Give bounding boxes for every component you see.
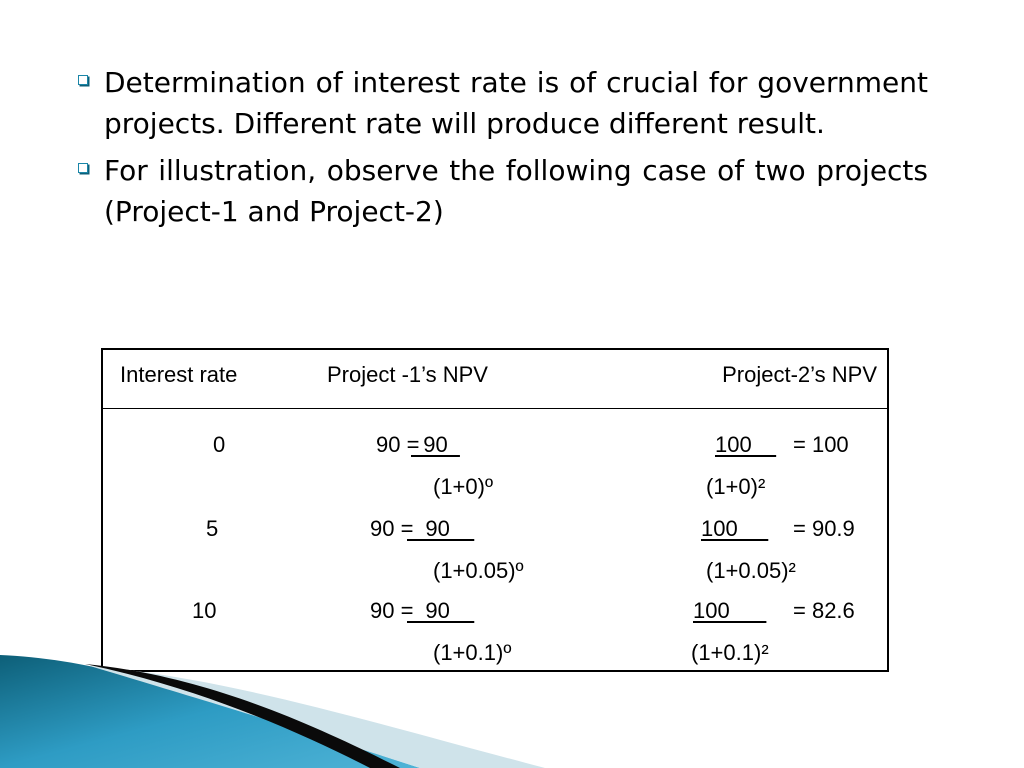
bullet-item: Determination of interest rate is of cru… — [72, 62, 928, 144]
rate-value: 10 — [192, 598, 217, 623]
project-1-lhs: 90 = — [370, 598, 420, 623]
project-1-denominator: (1+0)º — [433, 474, 494, 499]
project-1-numerator: 90 — [407, 598, 475, 623]
rate-value: 0 — [213, 432, 226, 457]
bullet-text: For illustration, observe the following … — [104, 154, 928, 228]
project-1-denominator: (1+0.05)º — [433, 558, 524, 583]
bullet-list: Determination of interest rate is of cru… — [72, 62, 928, 238]
project-2-result: = 100 — [793, 432, 849, 457]
project-1-lhs: 90 = — [370, 516, 420, 541]
header-project-1-npv: Project -1’s NPV — [327, 362, 488, 387]
header-divider — [103, 408, 887, 409]
npv-table: Interest rate Project -1’s NPV Project-2… — [101, 348, 889, 672]
project-2-result: = 90.9 — [793, 516, 855, 541]
project-2-denominator: (1+0.1)² — [691, 640, 769, 665]
square-bullet-icon — [78, 75, 88, 85]
project-1-numerator: 90 — [407, 516, 475, 541]
project-2-numerator: 100 — [701, 516, 769, 541]
project-2-numerator: 100 — [715, 432, 777, 457]
square-bullet-icon — [78, 163, 88, 173]
project-1-lhs: 90 = — [376, 432, 426, 457]
project-2-numerator: 100 — [693, 598, 767, 623]
project-2-denominator: (1+0)² — [706, 474, 766, 499]
project-1-denominator: (1+0.1)º — [433, 640, 512, 665]
project-1-numerator: 90 — [411, 432, 460, 457]
bullet-item: For illustration, observe the following … — [72, 150, 928, 232]
bullet-text: Determination of interest rate is of cru… — [104, 66, 928, 140]
header-interest-rate: Interest rate — [120, 362, 238, 387]
project-2-result: = 82.6 — [793, 598, 855, 623]
rate-value: 5 — [206, 516, 219, 541]
project-2-denominator: (1+0.05)² — [706, 558, 796, 583]
header-project-2-npv: Project-2’s NPV — [722, 362, 877, 387]
